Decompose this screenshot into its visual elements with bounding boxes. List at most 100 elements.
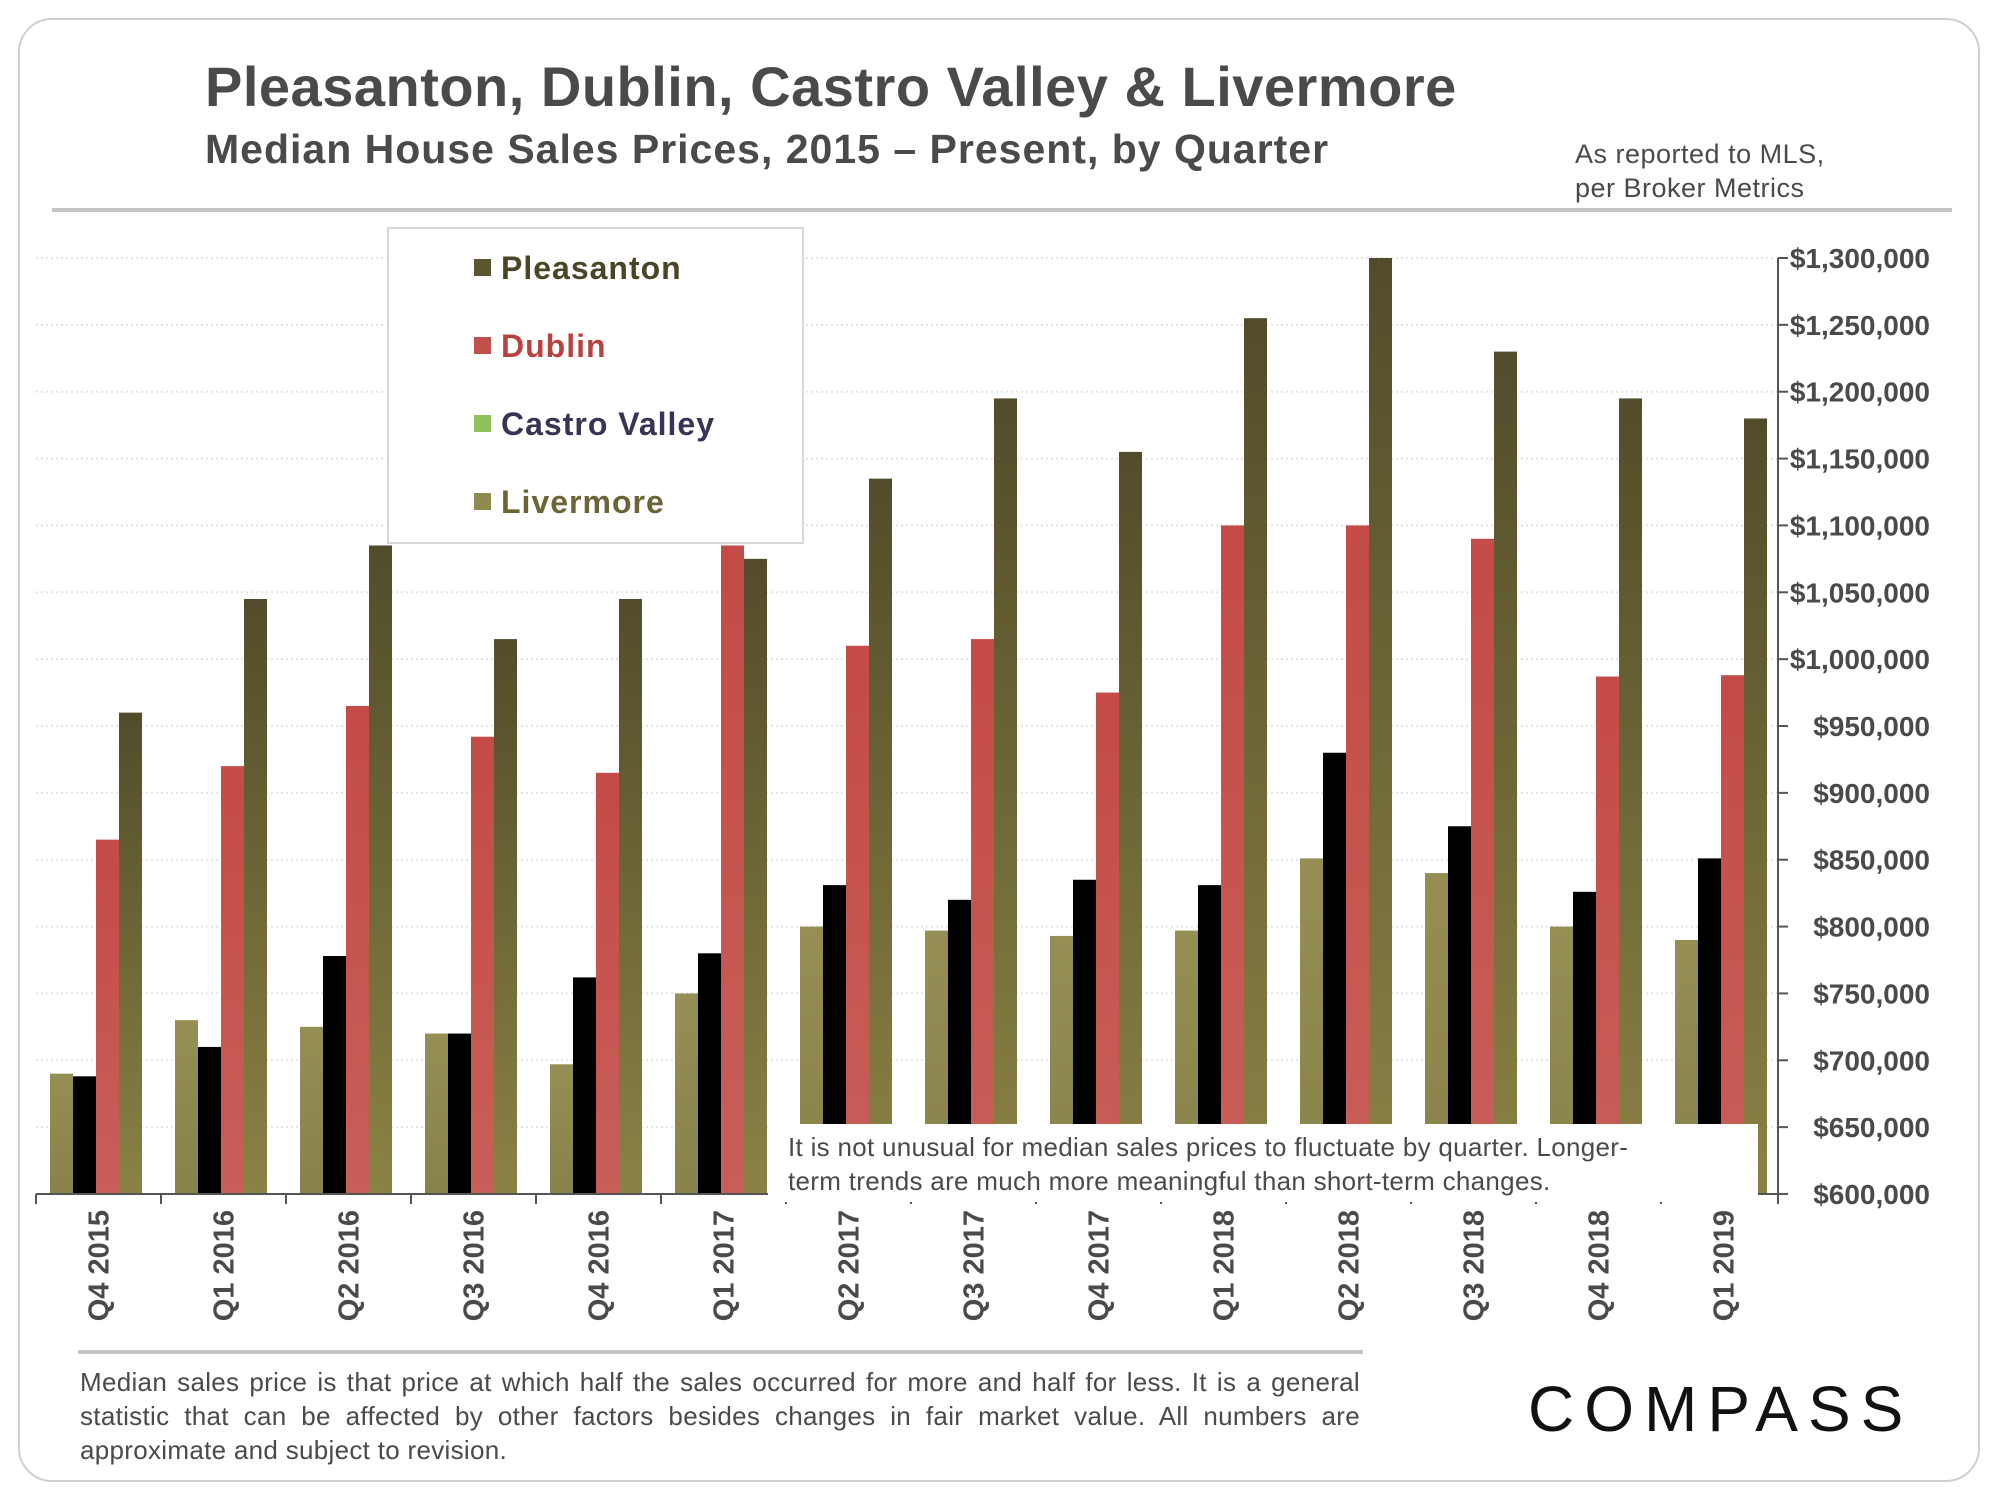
- legend: Pleasanton Dublin Castro Valley Livermore: [387, 227, 804, 544]
- bar-castro-valley: [1198, 885, 1221, 1194]
- bar-dublin: [846, 645, 869, 1194]
- source-note: As reported to MLS, per Broker Metrics: [1575, 137, 1825, 205]
- bar-dublin: [1346, 525, 1369, 1194]
- bar-dublin: [1221, 525, 1244, 1194]
- x-tick-label: Q1 2018: [1209, 1210, 1241, 1321]
- bar-pleasanton: [494, 639, 517, 1194]
- annotation: It is not unusual for median sales price…: [768, 1124, 1758, 1202]
- x-tick-label: Q4 2018: [1584, 1210, 1616, 1321]
- legend-label-pleasanton: Pleasanton: [501, 250, 682, 286]
- bar-pleasanton: [869, 478, 892, 1195]
- y-tick-label: $650,000: [1813, 1112, 1930, 1143]
- bar-castro-valley: [1448, 826, 1471, 1194]
- source-note-line-2: per Broker Metrics: [1575, 173, 1805, 203]
- bar-castro-valley: [323, 955, 346, 1194]
- x-tick-label: Q4 2017: [1084, 1210, 1116, 1321]
- bar-castro-valley: [448, 1033, 471, 1194]
- x-tick-label: Q2 2017: [834, 1210, 866, 1321]
- bar-dublin: [1596, 676, 1619, 1194]
- x-tick-label: Q1 2016: [209, 1210, 241, 1321]
- axes: $600,000 $650,000 $700,000 $750,000 $800,000…: [35, 243, 1930, 1321]
- bar-livermore: [300, 1026, 323, 1194]
- bar-dublin: [721, 545, 744, 1194]
- bar-dublin: [1721, 675, 1744, 1194]
- x-tick-label: Q4 2015: [84, 1210, 116, 1321]
- bar-castro-valley: [698, 953, 721, 1194]
- x-tick-label: Q3 2017: [959, 1210, 991, 1321]
- bar-livermore: [550, 1064, 573, 1194]
- bar-livermore: [175, 1020, 198, 1194]
- y-tick-label: $1,100,000: [1790, 510, 1930, 541]
- bars: [50, 258, 1767, 1195]
- bottom-divider: [78, 1350, 1363, 1354]
- bar-castro-valley: [1323, 752, 1346, 1194]
- legend-swatch-livermore: [474, 493, 491, 510]
- x-tick-label: Q3 2016: [459, 1210, 491, 1321]
- bar-dublin: [1096, 692, 1119, 1194]
- y-tick-label: $1,050,000: [1790, 577, 1930, 608]
- y-tick-label: $850,000: [1813, 845, 1930, 876]
- bar-pleasanton: [369, 545, 392, 1194]
- bar-dublin: [971, 639, 994, 1194]
- bar-pleasanton: [619, 598, 642, 1194]
- bar-dublin: [346, 705, 369, 1194]
- bar-pleasanton: [1119, 451, 1142, 1194]
- x-tick-label: Q3 2018: [1459, 1210, 1491, 1321]
- bar-pleasanton: [994, 398, 1017, 1194]
- page-subtitle: Median House Sales Prices, 2015 – Presen…: [205, 126, 1330, 172]
- bar-pleasanton: [119, 712, 142, 1194]
- source-note-line-1: As reported to MLS,: [1575, 139, 1825, 169]
- x-tick-label: Q2 2016: [334, 1210, 366, 1321]
- y-tick-label: $1,300,000: [1790, 243, 1930, 274]
- bar-dublin: [96, 839, 119, 1194]
- y-tick-label: $900,000: [1813, 778, 1930, 809]
- bar-pleasanton: [1244, 318, 1267, 1195]
- bar-dublin: [221, 766, 244, 1194]
- legend-box: [387, 227, 804, 544]
- bar-pleasanton: [744, 558, 767, 1194]
- bar-castro-valley: [1073, 879, 1096, 1194]
- top-divider: [52, 208, 1952, 212]
- y-tick-label: $750,000: [1813, 978, 1930, 1009]
- x-tick-label: Q4 2016: [584, 1210, 616, 1321]
- legend-label-castro-valley: Castro Valley: [501, 406, 715, 442]
- legend-swatch-castro-valley: [474, 415, 491, 432]
- bar-pleasanton: [1619, 398, 1642, 1194]
- bar-pleasanton: [244, 598, 267, 1194]
- x-tick-label: Q2 2018: [1334, 1210, 1366, 1321]
- y-tick-label: $1,150,000: [1790, 444, 1930, 475]
- bar-livermore: [425, 1033, 448, 1194]
- x-tick-label: Q1 2019: [1709, 1210, 1741, 1321]
- bar-pleasanton: [1369, 258, 1392, 1194]
- y-tick-label: $800,000: [1813, 912, 1930, 943]
- bar-pleasanton: [1744, 418, 1767, 1194]
- bar-dublin: [471, 736, 494, 1194]
- bar-castro-valley: [198, 1046, 221, 1194]
- y-tick-label: $600,000: [1813, 1179, 1930, 1210]
- page-title: Pleasanton, Dublin, Castro Valley & Live…: [205, 55, 1457, 118]
- bar-castro-valley: [73, 1076, 96, 1194]
- footnote: Median sales price is that price at whic…: [80, 1367, 1360, 1465]
- bar-castro-valley: [948, 899, 971, 1194]
- bar-livermore: [50, 1073, 73, 1194]
- y-tick-label: $1,200,000: [1790, 377, 1930, 408]
- bar-livermore: [675, 993, 698, 1194]
- compass-logo: COMPASS: [1528, 1373, 1914, 1445]
- bar-dublin: [596, 772, 619, 1194]
- bar-castro-valley: [1698, 858, 1721, 1194]
- bar-castro-valley: [823, 885, 846, 1194]
- bar-castro-valley: [1573, 891, 1596, 1194]
- bar-livermore: [1425, 873, 1448, 1194]
- x-tick-label: Q1 2017: [709, 1210, 741, 1321]
- bar-dublin: [1471, 538, 1494, 1194]
- legend-label-dublin: Dublin: [501, 328, 607, 364]
- y-tick-label: $950,000: [1813, 711, 1930, 742]
- y-tick-label: $700,000: [1813, 1045, 1930, 1076]
- legend-label-livermore: Livermore: [501, 484, 665, 520]
- bar-livermore: [1300, 858, 1323, 1194]
- bar-pleasanton: [1494, 351, 1517, 1195]
- legend-swatch-dublin: [474, 337, 491, 354]
- annotation-line-1: It is not unusual for median sales price…: [788, 1132, 1628, 1162]
- y-tick-label: $1,000,000: [1790, 644, 1930, 675]
